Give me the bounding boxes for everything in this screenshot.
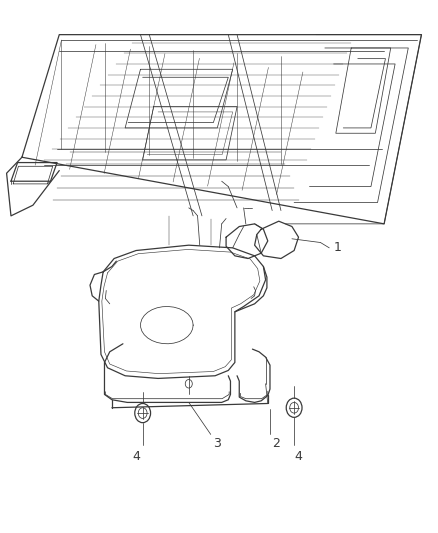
Text: 1: 1 bbox=[333, 241, 341, 254]
Text: 4: 4 bbox=[132, 450, 140, 463]
Text: 2: 2 bbox=[272, 437, 279, 450]
Text: 3: 3 bbox=[212, 437, 220, 450]
Text: 4: 4 bbox=[294, 450, 302, 463]
